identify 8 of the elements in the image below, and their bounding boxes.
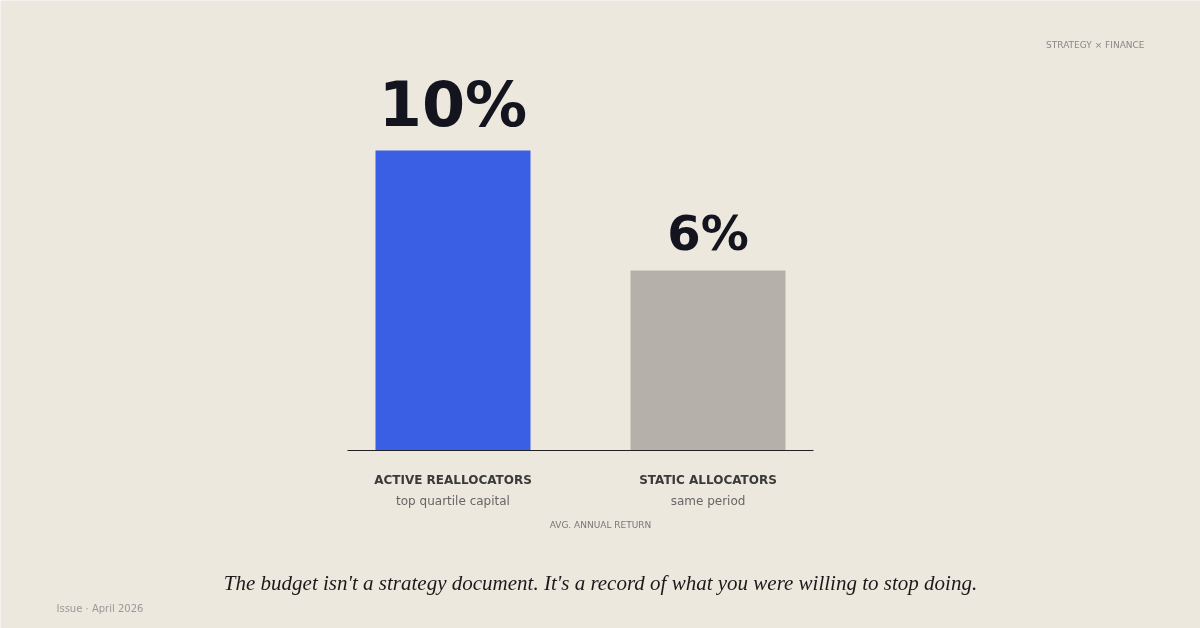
x-axis-title: AVG. ANNUAL RETURN: [549, 519, 652, 530]
text: The budget isn't a strategy document. It's a record of what you were willing to stop doing.: [223, 570, 978, 595]
text: Issue · April 2026: [56, 603, 144, 614]
data-label: 6%: [667, 204, 749, 261]
data-label: 10%: [378, 67, 528, 141]
text: STRATEGY × FINANCE: [1046, 39, 1145, 50]
x-tick-label: ACTIVE REALLOCATORS top quartile capital: [374, 472, 532, 508]
x-tick-label: STATIC ALLOCATORS same period: [639, 472, 777, 508]
